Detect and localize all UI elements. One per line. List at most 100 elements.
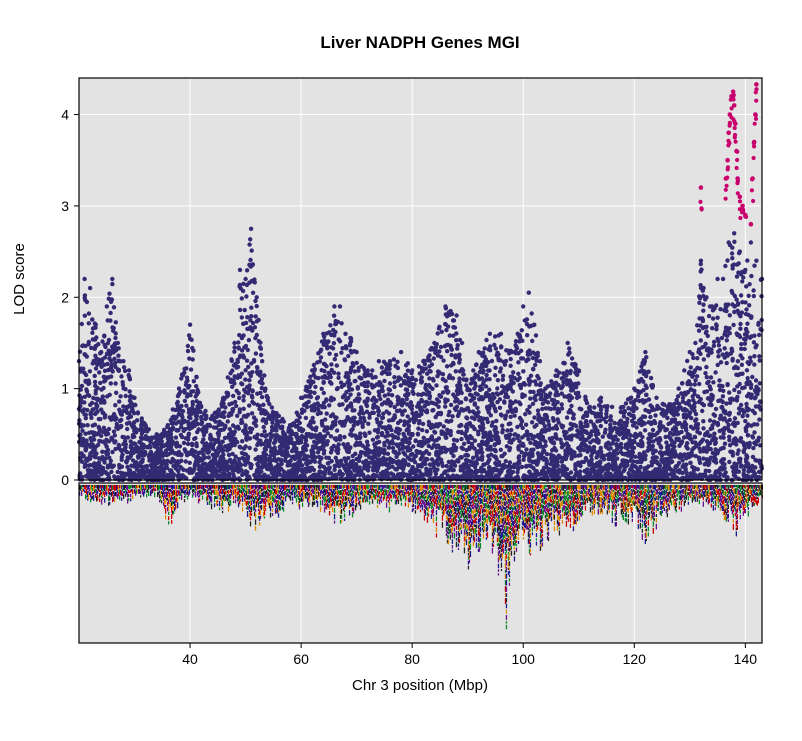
lod-point [480, 422, 486, 427]
lod-point [336, 371, 341, 376]
lod-point [752, 422, 757, 427]
lod-point [695, 467, 700, 472]
lod-point [704, 375, 709, 380]
lod-point [720, 352, 725, 357]
lod-point [282, 432, 287, 437]
lod-point [574, 372, 579, 377]
lod-point [228, 371, 233, 376]
lod-point [257, 470, 262, 475]
lod-point [548, 406, 554, 412]
lod-point [482, 354, 487, 359]
lod-point [187, 336, 193, 341]
lod-point [253, 314, 258, 319]
lod-point [168, 460, 174, 465]
lod-point [465, 405, 471, 411]
lod-point [684, 462, 689, 467]
lod-point [125, 426, 130, 432]
lod-point [443, 404, 448, 409]
lod-point [261, 424, 266, 430]
lod-point [424, 400, 429, 405]
lod-point [410, 389, 415, 394]
lod-point [524, 429, 530, 434]
lod-point [593, 424, 598, 430]
lod-point [457, 409, 462, 414]
lod-point [82, 313, 88, 318]
lod-point [360, 424, 365, 429]
lod-point [712, 413, 718, 418]
lod-point [107, 291, 112, 296]
lod-point [680, 381, 685, 386]
lod-point [87, 369, 93, 374]
lod-point [114, 390, 119, 395]
lod-point [639, 422, 644, 428]
lod-point [342, 456, 347, 461]
lod-point [118, 447, 124, 453]
lod-point [260, 460, 265, 465]
lod-point [586, 435, 592, 440]
lod-point [520, 356, 526, 361]
lod-point [623, 442, 628, 447]
lod-point [383, 361, 388, 367]
lod-point [230, 384, 235, 389]
lod-point [126, 404, 131, 409]
lod-point [119, 374, 124, 379]
lod-point [617, 444, 623, 449]
lod-point [328, 471, 334, 476]
lod-point [559, 406, 565, 411]
lod-point [191, 453, 196, 458]
lod-point [677, 455, 682, 460]
lod-point [352, 408, 357, 413]
lod-point [697, 366, 703, 371]
lod-point [401, 431, 406, 436]
lod-point [240, 382, 245, 387]
lod-point [751, 445, 756, 451]
lod-point [534, 358, 539, 363]
lod-point [79, 321, 85, 327]
lod-point [117, 418, 123, 424]
lod-point [100, 394, 106, 399]
lod-point [695, 426, 700, 431]
lod-point [541, 457, 546, 462]
lod-point [185, 348, 191, 354]
lod-point [120, 434, 125, 440]
lod-point [301, 448, 306, 453]
lod-point [184, 375, 190, 380]
lod-point [727, 390, 732, 395]
lod-point [311, 420, 316, 425]
lod-point [126, 468, 132, 473]
lod-point [640, 442, 645, 447]
lod-point [398, 418, 403, 424]
lod-point [737, 371, 743, 377]
lod-point [706, 313, 712, 319]
lod-point [207, 423, 213, 429]
lod-point [102, 342, 107, 348]
lod-point [119, 457, 124, 462]
lod-point [444, 463, 449, 469]
lod-point [130, 458, 136, 463]
lod-point [713, 440, 718, 445]
lod-point [415, 404, 420, 409]
lod-point [332, 357, 337, 362]
lod-point [116, 442, 121, 448]
lod-point [553, 448, 559, 453]
lod-point [246, 364, 251, 370]
lod-point [155, 460, 160, 466]
lod-point [757, 381, 762, 386]
lod-point [324, 411, 329, 416]
lod-point [220, 422, 225, 427]
lod-point [259, 432, 265, 438]
lod-point [120, 382, 126, 388]
lod-point [128, 453, 133, 459]
lod-point [490, 420, 495, 425]
lod-point [271, 466, 277, 472]
lod-point [461, 441, 467, 446]
lod-point [88, 468, 93, 473]
lod-point [698, 338, 703, 343]
lod-point [618, 409, 623, 415]
lod-point [269, 405, 275, 410]
lod-point [472, 438, 478, 443]
lod-point [463, 453, 468, 458]
lod-point [87, 393, 92, 398]
lod-point [370, 368, 375, 373]
lod-point [385, 397, 391, 402]
